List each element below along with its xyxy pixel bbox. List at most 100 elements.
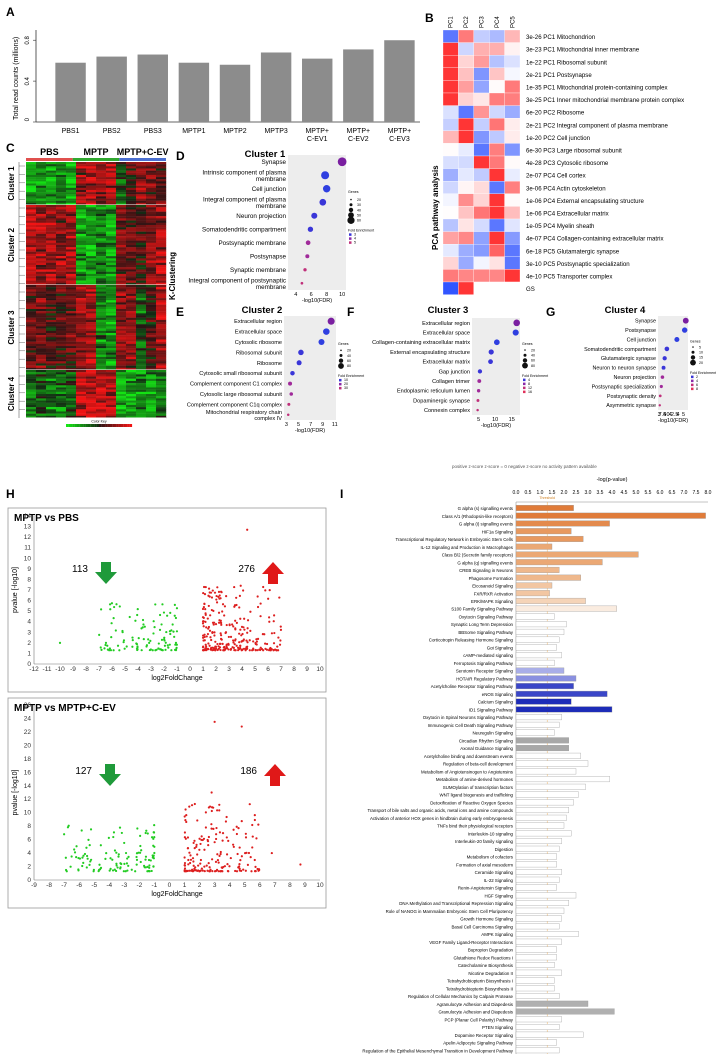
- panel-c-cell: [86, 363, 97, 366]
- panel-c-cell: [66, 326, 77, 329]
- panel-c-cell: [76, 174, 87, 178]
- panel-c-cell: [156, 247, 167, 250]
- panel-b-cell: [504, 206, 521, 220]
- panel-i-bar: [515, 869, 562, 875]
- panel-c-cell: [106, 372, 117, 375]
- volcano-up-point: [193, 802, 196, 806]
- panel-c-cell: [46, 306, 57, 310]
- panel-c-cell: [36, 181, 47, 184]
- volcano-down-point: [115, 862, 118, 865]
- volcano-down-point: [161, 603, 164, 606]
- panel-c-cell: [56, 209, 67, 212]
- panel-c-cell: [106, 354, 117, 358]
- panel-c-cell: [66, 352, 77, 355]
- volcano-down-point: [116, 644, 120, 647]
- panel-c-cell: [76, 276, 87, 279]
- panel-c-cell: [116, 335, 127, 338]
- volcano-up-point: [227, 635, 230, 639]
- panel-c-cell: [36, 213, 47, 217]
- volcano-down-point: [123, 862, 126, 865]
- panel-c-cell: [76, 348, 87, 351]
- volcano-down-point: [135, 855, 138, 859]
- panel-i-pathway-label: TNFs bind their physiological receptors: [437, 824, 514, 829]
- panel-c-cell: [126, 194, 137, 197]
- panel-c-cell: [86, 218, 97, 221]
- volcano-up-point: [202, 585, 206, 589]
- panel-c-cell: [116, 385, 127, 388]
- panel-c-cell: [66, 236, 77, 239]
- volcano-up-point: [214, 645, 218, 648]
- panel-b-cell: [473, 42, 490, 56]
- panel-c-cell: [26, 394, 37, 397]
- panel-c-cell: [96, 304, 107, 307]
- panel-c-cell: [66, 174, 77, 178]
- dotplot-term-label: Intrinsic component of plasma membrane: [202, 169, 286, 183]
- volcano-up-point: [200, 867, 203, 870]
- panel-c-cell: [156, 370, 167, 373]
- panel-c-cell: [26, 177, 37, 180]
- panel-c-cell: [146, 196, 157, 199]
- panel-c-cell: [56, 211, 67, 215]
- panel-c-cell: [56, 278, 67, 281]
- dotplot-legend-size-dot: [523, 353, 527, 357]
- panel-c-cell: [156, 262, 167, 266]
- panel-c-cell: [136, 200, 147, 204]
- volcano-up-point: [253, 818, 256, 822]
- panel-c-cell: [106, 343, 117, 347]
- volcano-up-point: [204, 826, 207, 829]
- panel-c-cell: [136, 179, 147, 182]
- panel-c-cell: [106, 324, 117, 327]
- panel-c-cell: [56, 172, 67, 176]
- panel-b-cell: [504, 130, 521, 144]
- dotplot-term-label: Integral component of plasma membrane: [203, 196, 286, 210]
- panel-c-cell: [116, 196, 127, 199]
- panel-c-cell: [76, 354, 87, 358]
- panel-c-cell: [56, 162, 67, 165]
- volcano-up-point: [211, 649, 214, 652]
- panel-c-cell: [76, 306, 87, 310]
- panel-c-cell: [66, 317, 77, 321]
- panel-c-cell: [146, 352, 157, 355]
- panel-c-cell: [96, 319, 107, 323]
- panel-c-cell: [46, 179, 57, 182]
- panel-c-cell: [36, 278, 47, 281]
- panel-b-cell: [442, 193, 459, 207]
- panel-c-cell: [86, 396, 97, 399]
- panel-b-cell: [458, 42, 474, 56]
- panel-c-cell: [76, 209, 87, 212]
- volcano-down-point: [85, 846, 88, 849]
- volcano-down-point: [103, 647, 106, 650]
- panel-c-cell: [56, 291, 67, 294]
- panel-c-cell: [66, 194, 77, 197]
- panel-c-cell: [36, 391, 47, 395]
- panel-c-cell: [106, 181, 117, 184]
- panel-c-cell: [116, 394, 127, 397]
- panel-c-cell: [106, 276, 117, 279]
- panel-c-cell: [76, 372, 87, 375]
- panel-c-cell: [86, 287, 97, 290]
- panel-c-cell: [36, 209, 47, 212]
- panel-c-cell: [96, 181, 107, 184]
- panel-c-cell: [116, 322, 127, 325]
- panel-c-cell: [156, 332, 167, 336]
- volcano-up-point: [240, 855, 243, 858]
- panel-c-cell: [66, 295, 77, 299]
- panel-c-cell: [56, 273, 67, 277]
- volcano-x-tick-label: -7: [96, 666, 102, 673]
- volcano-up-point: [210, 596, 214, 599]
- panel-c-cell: [106, 387, 117, 390]
- panel-c-cell: [36, 196, 47, 199]
- dotplot-x-tick-label: 4: [294, 292, 297, 298]
- panel-c-cell: [86, 280, 97, 283]
- volcano-up-point: [192, 841, 195, 845]
- panel-c-cell: [26, 211, 37, 215]
- panel-c-cell: [136, 198, 147, 201]
- panel-c-cell: [156, 328, 167, 331]
- panel-i-bar: [515, 1008, 615, 1015]
- panel-c-cell: [96, 174, 107, 178]
- panel-c-cell: [146, 348, 157, 351]
- panel-c-cell: [56, 179, 67, 182]
- volcano-down-point: [157, 647, 160, 650]
- panel-c-cell: [156, 346, 167, 349]
- volcano-outlier-point: [239, 584, 242, 587]
